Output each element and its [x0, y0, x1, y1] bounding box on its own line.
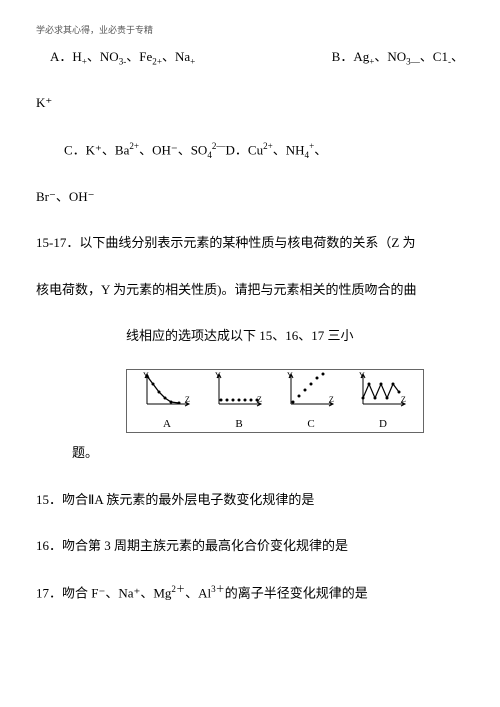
ti-label: 题。 [72, 439, 464, 468]
q15: 15．吻合ⅡA 族元素的最外层电子数变化规律的是 [36, 486, 464, 515]
svg-text:Z: Z [401, 395, 406, 404]
k-plus-line: K⁺ [36, 89, 464, 118]
svg-text:Z: Z [329, 395, 334, 404]
option-c-d: C．K⁺、Ba2+、OH⁻、SO42—D．Cu2+、NH4+、 [36, 136, 464, 165]
plot-b: Y Z B [211, 370, 267, 436]
option-b: B．Ag+、NO3—、C1-、 [332, 43, 464, 72]
plot-d-label: D [379, 412, 387, 436]
curve-figure: Y Z A Y Z B Y Z [126, 369, 424, 433]
plot-c-label: C [307, 412, 314, 436]
plot-c: Y Z C [283, 370, 339, 436]
options-ab: A．H+、NO3-、Fe2+、Na+ B．Ag+、NO3—、C1-、 [36, 43, 464, 72]
svg-text:Z: Z [185, 395, 190, 404]
q15-17-c: 线相应的选项达成以下 15、16、17 三小 [36, 322, 464, 351]
q16: 16．吻合第 3 周期主族元素的最高化合价变化规律的是 [36, 532, 464, 561]
q17: 17．吻合 F⁻、Na⁺、Mg2＋、Al3＋的离子半径变化规律的是 [36, 579, 464, 608]
br-oh-line: Br⁻、OH⁻ [36, 183, 464, 212]
q15-17-b: 核电荷数，Y 为元素的相关性质)。请把与元素相关的性质吻合的曲 [36, 276, 464, 305]
option-a: A．H+、NO3-、Fe2+、Na+ [50, 43, 195, 72]
doc-header: 学必求其心得，业必贵于专精 [36, 24, 464, 37]
plot-b-label: B [235, 412, 242, 436]
plot-a-label: A [163, 412, 171, 436]
plot-d: Y Z D [355, 370, 411, 436]
q15-17-a: 15-17．以下曲线分别表示元素的某种性质与核电荷数的关系（Z 为 [36, 229, 464, 258]
plot-a: Y Z A [139, 370, 195, 436]
